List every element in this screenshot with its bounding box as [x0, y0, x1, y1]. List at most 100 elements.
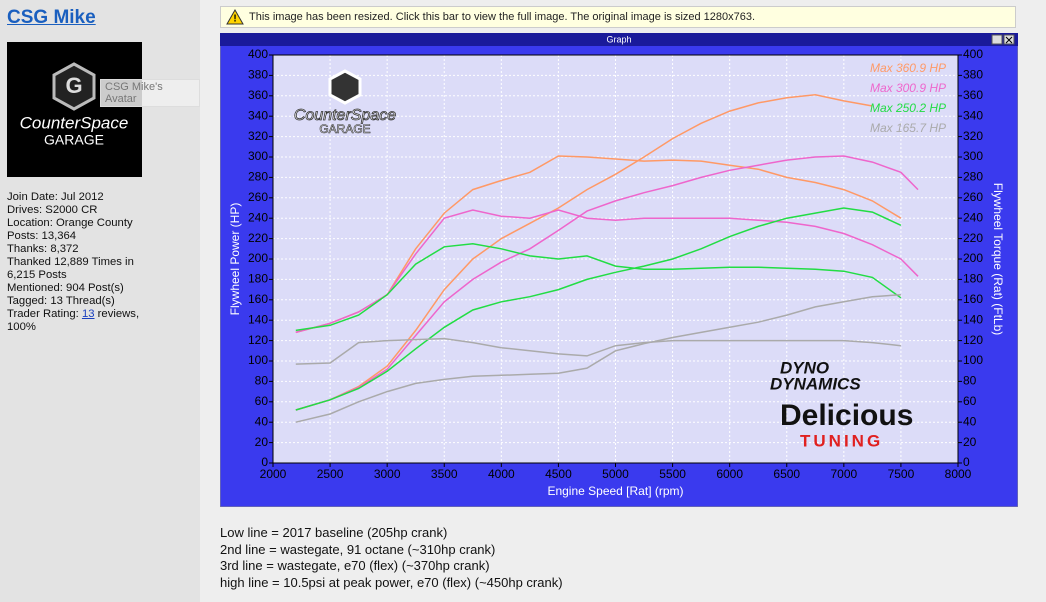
y-tick-label: 400: [248, 47, 268, 61]
trader-suffix: reviews, 100%: [7, 308, 140, 333]
y-tick-label: 100: [248, 353, 268, 367]
notice-text: This image has been resized. Click this …: [249, 11, 756, 23]
torque-line: [295, 155, 902, 334]
x-tick-label: 6000: [716, 467, 743, 481]
y2-tick-label: 240: [963, 210, 983, 224]
y-tick-label: 280: [248, 170, 268, 184]
x-tick-label: 5000: [602, 467, 629, 481]
x-tick-label: 4500: [545, 467, 572, 481]
info-line: Location: Orange County: [7, 217, 133, 229]
graph-window: Graph 0204060801001201401601802002202402…: [220, 33, 1018, 507]
window-title: Graph: [606, 34, 631, 44]
legend-label: Max 250.2 HP: [870, 101, 946, 115]
x-tick-label: 6500: [773, 467, 800, 481]
y2-tick-label: 300: [963, 149, 983, 163]
info-line: Drives: S2000 CR: [7, 204, 98, 216]
trader-label: Trader Rating:: [7, 308, 79, 320]
logo-hex: [328, 69, 362, 105]
y2-tick-label: 200: [963, 251, 983, 265]
logo-text: CounterSpace: [20, 113, 129, 132]
info-line: Tagged: 13 Thread(s): [7, 295, 115, 307]
x-tick-label: 8000: [945, 467, 972, 481]
note-line: Low line = 2017 baseline (205hp crank): [220, 525, 448, 540]
y-tick-label: 360: [248, 88, 268, 102]
trader-rating: Trader Rating: 13 reviews, 100%: [7, 308, 157, 334]
avatar-tooltip: CSG Mike's Avatar: [100, 79, 200, 107]
x-tick-label: 3500: [431, 467, 458, 481]
y2-tick-label: 100: [963, 353, 983, 367]
watermark-text: DYNO: [780, 358, 829, 377]
x-tick-label: 3000: [374, 467, 401, 481]
watermark-text: GARAGE: [319, 122, 370, 136]
y-tick-label: 260: [248, 190, 268, 204]
y-tick-label: 240: [248, 210, 268, 224]
watermark-text: Delicious: [780, 399, 913, 432]
y-tick-label: 340: [248, 108, 268, 122]
y2-tick-label: 80: [963, 374, 977, 388]
logo-hex: [52, 62, 96, 111]
note-line: 3rd line = wastegate, e70 (flex) (~370hp…: [220, 558, 490, 573]
y2-tick-label: 40: [963, 414, 977, 428]
y2-tick-label: 20: [963, 435, 977, 449]
legend-label: Max 165.7 HP: [870, 121, 946, 135]
info-line: Join Date: Jul 2012: [7, 191, 104, 203]
y2-tick-label: 320: [963, 129, 983, 143]
avatar-logo: G CounterSpace GARAGE: [20, 62, 129, 148]
trader-link[interactable]: 13: [81, 308, 95, 320]
svg-text:!: !: [233, 14, 236, 25]
y-tick-label: 300: [248, 149, 268, 163]
x-tick-label: 2500: [317, 467, 344, 481]
y2-tick-label: 400: [963, 47, 983, 61]
power-line: [295, 155, 919, 411]
y2-tick-label: 160: [963, 292, 983, 306]
title-bar: [220, 33, 1018, 46]
torque-line: [295, 337, 901, 365]
restore-button[interactable]: [991, 34, 1003, 45]
note-line: 2nd line = wastegate, 91 octane (~310hp …: [220, 541, 496, 557]
x-tick-label: 7000: [830, 467, 857, 481]
legend-label: Max 360.9 HP: [870, 61, 946, 75]
plot: 0204060801001201401601802002202402602803…: [228, 47, 1005, 498]
y2-tick-label: 220: [963, 231, 983, 245]
y2-tick-label: 380: [963, 68, 983, 82]
y2-tick-label: 140: [963, 312, 983, 326]
y-tick-label: 60: [255, 394, 269, 408]
y-tick-label: 0: [261, 455, 268, 469]
legend-label: Max 300.9 HP: [870, 81, 946, 95]
logo-sub: GARAGE: [44, 132, 104, 148]
info-line: Thanked 12,889 Times in 6,215 Posts: [7, 256, 134, 281]
y2-tick-label: 0: [963, 455, 970, 469]
resize-notice[interactable]: ! This image has been resized. Click thi…: [220, 6, 1016, 28]
watermark-text: CounterSpace: [294, 107, 396, 124]
x-tick-label: 4000: [488, 467, 515, 481]
y-tick-label: 380: [248, 68, 268, 82]
plot-frame: [272, 54, 959, 464]
torque-line: [295, 209, 919, 334]
power-line: [295, 207, 902, 411]
y2-tick-label: 120: [963, 333, 983, 347]
y-tick-label: 160: [248, 292, 268, 306]
y2-tick-label: 60: [963, 394, 977, 408]
y-tick-label: 140: [248, 312, 268, 326]
username-link[interactable]: CSG Mike: [7, 7, 96, 28]
info-line: Mentioned: 904 Post(s): [7, 282, 124, 294]
y2-tick-label: 360: [963, 88, 983, 102]
y-tick-label: 320: [248, 129, 268, 143]
logo-g: G: [65, 73, 82, 98]
close-x: [1005, 36, 1013, 44]
y2-tick-label: 340: [963, 108, 983, 122]
y2-axis-title: Flywheel Torque (Rat) (FtLb): [991, 183, 1005, 336]
y-axis-title: Flywheel Power (HP): [228, 203, 242, 316]
y-tick-label: 20: [255, 435, 269, 449]
y-tick-label: 40: [255, 414, 269, 428]
power-line: [295, 94, 873, 411]
x-tick-label: 5500: [659, 467, 686, 481]
sidebar: CSG Mike G CounterSpace GARAGE CSG Mike'…: [0, 0, 200, 602]
watermark-text: DYNAMICS: [770, 374, 861, 393]
x-axis-title: Engine Speed [Rat] (rpm): [547, 484, 683, 498]
avatar[interactable]: G CounterSpace GARAGE: [7, 42, 142, 177]
y-tick-label: 80: [255, 374, 269, 388]
y2-tick-label: 280: [963, 170, 983, 184]
watermark-text: TUNING: [800, 431, 883, 450]
